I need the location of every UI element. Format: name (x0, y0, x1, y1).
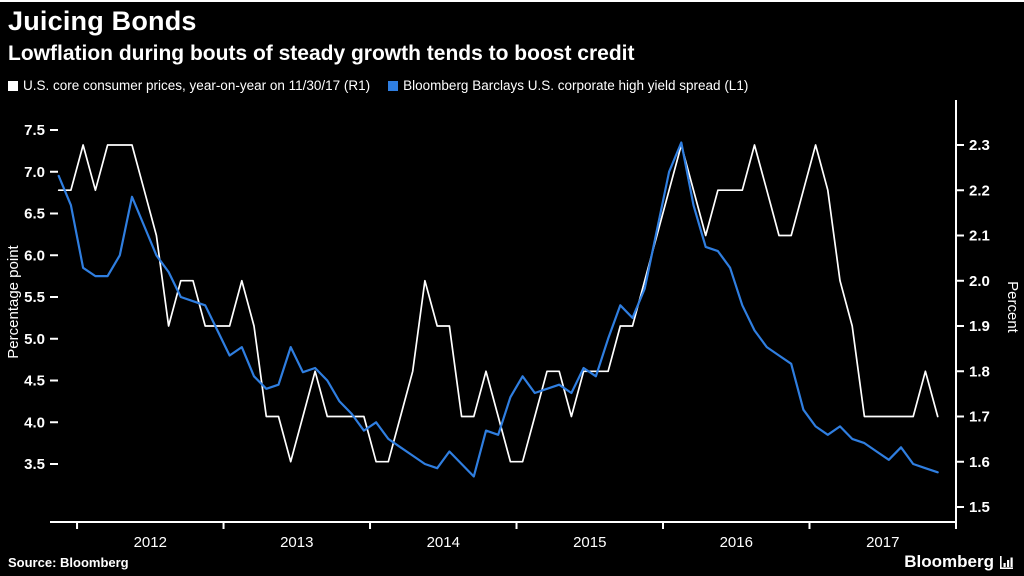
x-axis-label: 2014 (427, 534, 460, 551)
right-axis-title: Percent (1004, 281, 1021, 334)
left-axis-tick-label: 3.5 (24, 456, 45, 473)
left-axis-tick-label: 5.5 (24, 289, 45, 306)
right-axis-tick-label: 1.8 (969, 363, 990, 380)
bloomberg-logo: Bloomberg (904, 552, 1014, 572)
cpi-series-swatch-icon (8, 80, 18, 91)
left-axis-tick-label: 5.0 (24, 331, 45, 348)
left-axis-tick-label: 7.5 (24, 122, 45, 139)
x-axis-label: 2013 (280, 534, 313, 551)
x-axis-label: 2017 (866, 534, 899, 551)
left-axis-tick-label: 6.5 (24, 206, 45, 223)
spread-series-swatch-icon (388, 80, 399, 91)
bloomberg-logo-chart-icon (1000, 555, 1013, 569)
chart-subtitle: Lowflation during bouts of steady growth… (8, 42, 635, 65)
chart-legend: U.S. core consumer prices, year-on-year … (8, 78, 748, 93)
x-axis-label: 2016 (720, 534, 753, 551)
legend-item-cpi-label: U.S. core consumer prices, year-on-year … (23, 78, 371, 93)
chart-area: 2012 2013 2014 2015 2016 2017 7.5 7.0 6.5 6.0 5.5 5… (5, 100, 1021, 551)
right-axis-tick-label: 2.0 (969, 273, 990, 290)
right-axis-tick-label: 1.7 (969, 409, 990, 426)
left-axis-title: Percentage point (5, 244, 22, 358)
legend-item-spread: Bloomberg Barclays U.S. corporate high y… (388, 78, 748, 93)
legend-item-spread-label: Bloomberg Barclays U.S. corporate high y… (403, 78, 749, 93)
left-axis-tick-label: 4.5 (24, 373, 45, 390)
left-axis-tick-label: 7.0 (24, 164, 45, 181)
x-axis-label: 2012 (134, 534, 167, 551)
right-axis-tick-label: 2.2 (969, 182, 990, 199)
source-attribution: Source: Bloomberg (8, 555, 129, 570)
x-axis-label: 2015 (573, 534, 606, 551)
right-axis-tick-label: 1.5 (969, 499, 990, 516)
right-axis-tick-label: 1.6 (969, 454, 990, 471)
chart-title: Juicing Bonds (8, 6, 197, 36)
right-axis-tick-label: 1.9 (969, 318, 990, 335)
high-yield-spread-line-series (57, 141, 939, 478)
right-axis-tick-label: 2.1 (969, 228, 990, 245)
left-axis-tick-label: 4.0 (24, 414, 45, 431)
right-axis-tick-label: 2.3 (969, 137, 990, 154)
bloomberg-logo-text: Bloomberg (904, 552, 994, 571)
legend-item-cpi: U.S. core consumer prices, year-on-year … (8, 78, 370, 93)
cpi-line-series (57, 144, 939, 463)
left-axis-tick-label: 6.0 (24, 247, 45, 264)
